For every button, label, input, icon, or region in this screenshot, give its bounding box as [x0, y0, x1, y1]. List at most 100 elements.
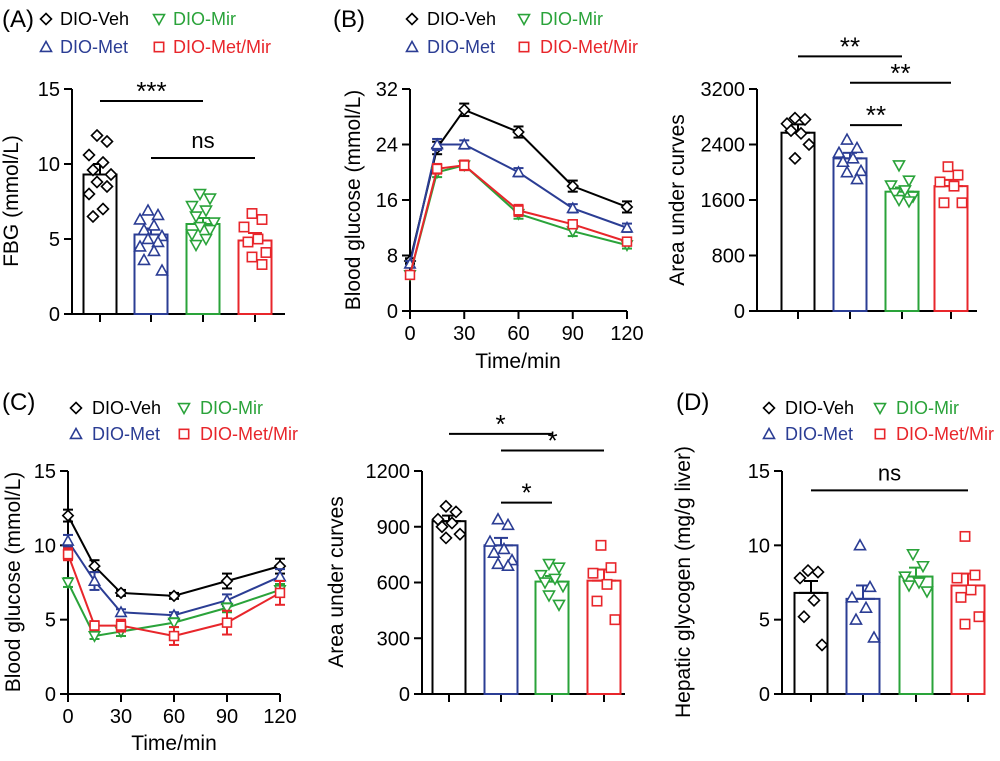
data-point-veh: [445, 516, 459, 530]
chart-B1-y-tick-label: 16: [376, 190, 398, 212]
data-point-mir: [203, 193, 217, 206]
data-point-veh: [114, 586, 128, 600]
legend-b-veh-label: DIO-Veh: [427, 9, 496, 29]
panel-label-b: (B): [333, 6, 365, 33]
data-point-metmir: [959, 530, 971, 542]
legend-c: DIO-Veh DIO-Mir DIO-Met DIO-Met/Mir: [69, 398, 298, 444]
data-point-metmir: [246, 208, 258, 219]
chart-D-y-tick-label: 15: [748, 461, 770, 483]
data-point-metmir: [459, 160, 470, 171]
legend-marker-shape: [177, 402, 191, 416]
data-point-met: [133, 212, 147, 225]
chart-d-hepatic-glycogen: 0 5 10 15 Hepatic glycogen (mg/g liver) ns: [672, 446, 986, 718]
legend-marker-shape: [762, 426, 776, 440]
data-point-mir: [199, 233, 213, 247]
chart-B1-y-axis-label: Blood glucose (mmol/L): [342, 90, 365, 311]
data-point-veh: [82, 148, 96, 162]
legend-c-metmir-marker: [178, 428, 190, 440]
chart-C1-x-tick-label: 30: [110, 706, 132, 728]
data-point-mir: [892, 160, 906, 173]
data-point-metmir: [431, 163, 443, 175]
data-point-metmir: [609, 614, 621, 626]
data-point-veh: [793, 571, 807, 585]
chart-C2-y-tick-label: 600: [377, 573, 410, 595]
data-point-veh: [435, 520, 449, 534]
chart-B2-y-tick-label: 2400: [701, 135, 746, 157]
data-point-met: [483, 534, 497, 547]
significance-label: **: [866, 100, 886, 130]
data-point-metmir: [242, 236, 254, 248]
data-point-mir: [898, 185, 912, 198]
chart-b-ogtt-curve: 0 8 16 24 32 Blood glucose (mmol/L) 0 30 60 90 120…: [342, 79, 644, 373]
data-point-metmir: [591, 595, 603, 607]
legend-marker-shape: [405, 39, 419, 53]
bar-metmir: [950, 584, 986, 695]
data-point-met: [147, 243, 161, 257]
chart-A-y-tick-label: 0: [49, 304, 60, 326]
legend-d: DIO-Veh DIO-Mir DIO-Met DIO-Met/Mir: [762, 398, 994, 444]
legend-d-mir-label: DIO-Mir: [896, 398, 959, 418]
data-point-metmir: [115, 620, 127, 631]
data-point-mir: [207, 217, 221, 230]
bar-mir: [884, 190, 920, 312]
chart-B1-y-tick-label: 8: [387, 246, 398, 268]
legend-b-metmir-marker: [518, 41, 530, 53]
data-point-veh: [620, 200, 634, 214]
data-point-met: [155, 263, 169, 276]
data-point-met: [151, 207, 165, 221]
data-point-mir: [534, 569, 548, 583]
chart-B1-y-tick-label: 0: [387, 301, 398, 323]
chart-B1-x-tick-label: 0: [404, 323, 415, 345]
legend-marker-shape: [39, 39, 53, 53]
data-point-metmir: [959, 618, 971, 630]
panel-label-d: (D): [676, 389, 709, 416]
data-point-mir: [898, 571, 912, 584]
legend-a-met-label: DIO-Met: [60, 37, 128, 57]
data-point-metmir: [567, 219, 578, 230]
data-point-met: [849, 612, 863, 625]
legend-c-met-marker: [69, 426, 83, 440]
chart-C2-y-tick-label: 0: [399, 684, 410, 706]
chart-C2-y-tick-label: 900: [377, 517, 410, 539]
data-point-mir: [902, 580, 916, 593]
legend-marker-shape: [69, 426, 83, 440]
legend-a-mir-label: DIO-Mir: [173, 9, 236, 29]
data-point-met: [147, 218, 161, 231]
data-point-mir: [193, 188, 207, 202]
legend-a-veh-label: DIO-Veh: [60, 9, 129, 29]
chart-B2-y-tick-label: 0: [734, 301, 745, 323]
legend-d-met-label: DIO-Met: [785, 424, 853, 444]
series-line-veh: [67, 515, 281, 597]
data-point-met: [501, 558, 515, 571]
data-point-met: [836, 154, 850, 168]
data-point-mir: [87, 631, 102, 643]
data-point-metmir: [256, 259, 268, 270]
legend-b-met-label: DIO-Met: [427, 37, 495, 57]
data-point-metmir: [605, 562, 617, 574]
data-point-metmir: [965, 584, 977, 596]
data-point-mir: [552, 562, 566, 575]
data-point-veh: [220, 574, 234, 588]
data-point-met: [114, 605, 128, 618]
data-point-metmir: [951, 572, 963, 584]
data-point-veh: [90, 128, 104, 143]
data-point-mir: [220, 602, 234, 615]
data-point-met: [859, 600, 873, 613]
legend-c-met-label: DIO-Met: [92, 424, 160, 444]
significance-label: ***: [136, 76, 166, 106]
panel-label-c: (C): [2, 389, 35, 416]
chart-c-auc: 0 300 600 900 1200 Area under curves * * *: [325, 409, 625, 706]
data-point-veh: [100, 134, 114, 149]
data-point-metmir: [956, 197, 968, 209]
data-point-mir: [892, 194, 906, 208]
data-point-metmir: [938, 197, 950, 209]
data-point-met: [497, 541, 511, 555]
chart-a-fbg: 0 5 10 15 FBG (mmol/L) *** ns: [0, 76, 285, 326]
data-point-mir: [185, 200, 199, 214]
significance-label: **: [840, 31, 860, 61]
data-point-veh: [439, 499, 453, 513]
data-point-veh: [449, 505, 463, 519]
data-point-metmir: [948, 180, 960, 192]
data-point-met: [867, 630, 881, 643]
data-point-metmir: [942, 161, 954, 173]
